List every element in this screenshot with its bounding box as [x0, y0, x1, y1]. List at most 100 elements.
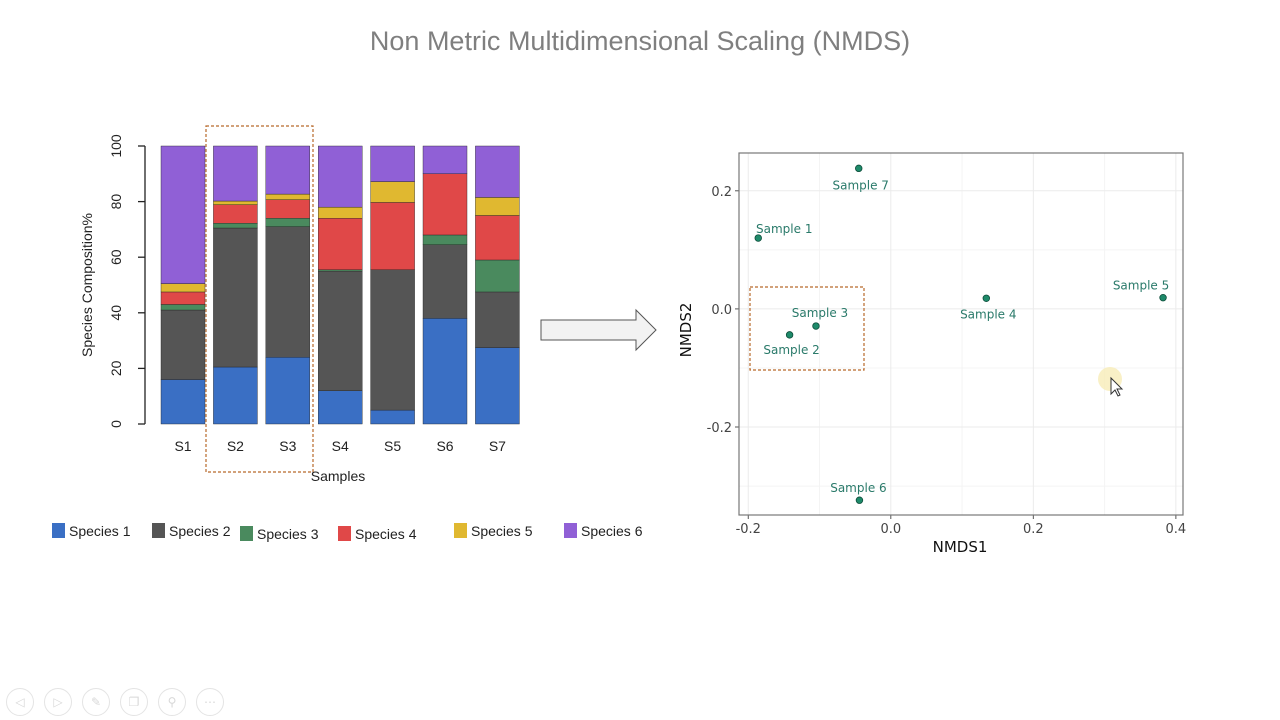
point-label: Sample 5 [1113, 279, 1169, 293]
bar-segment-species-1 [318, 390, 363, 425]
mouse-cursor-icon [1098, 367, 1124, 397]
bar-segment-species-2 [213, 227, 258, 368]
y-tick-label: -0.2 [707, 421, 732, 436]
legend-swatch [240, 526, 253, 541]
bar-segment-species-5 [318, 206, 363, 219]
x-tick-label: S7 [489, 438, 506, 454]
plot-background [739, 153, 1183, 515]
x-tick-label: S1 [174, 438, 191, 454]
point-label: Sample 2 [763, 343, 819, 357]
highlight-box [749, 286, 865, 371]
data-point [855, 164, 863, 173]
bar-segment-species-6 [213, 145, 258, 202]
bar-segment-species-1 [370, 409, 415, 425]
bar-segment-species-5 [265, 193, 310, 200]
bar-segment-species-4 [422, 173, 468, 236]
stacked-bar-chart: 0 20 40 60 80 100 Species Composition% S1 S2 S3 S4… [52, 125, 643, 542]
plot-border [738, 152, 1184, 516]
bar-segment-species-2 [422, 244, 468, 319]
point-label: Sample 1 [756, 222, 812, 236]
x-tick-label: -0.2 [736, 522, 761, 537]
bar-segment-species-6 [318, 145, 363, 208]
point-label: Sample 6 [830, 481, 886, 495]
next-icon[interactable]: ▷ [44, 688, 72, 716]
bar-segment-species-2 [475, 291, 520, 348]
y-tick-label: 80 [108, 194, 124, 210]
bar-segment-species-3 [213, 223, 258, 229]
bar-segment-species-3 [475, 259, 520, 293]
y-tick-label: 0.0 [711, 303, 732, 318]
bar-segment-species-1 [265, 357, 310, 425]
bar-segment-species-6 [370, 145, 415, 182]
x-tick-label: 0.2 [1023, 522, 1044, 537]
bar-segment-species-6 [475, 145, 520, 198]
bar-segment-species-3 [318, 269, 363, 272]
legend-swatch [52, 523, 65, 538]
legend-label: Species 4 [355, 526, 417, 542]
data-point [812, 322, 820, 330]
data-point [785, 331, 794, 339]
x-tick-label: S5 [384, 438, 401, 454]
data-point [754, 234, 762, 242]
right-arrow-icon [540, 308, 657, 352]
bar-segment-species-6 [422, 145, 468, 174]
bar-segment-species-4 [160, 291, 206, 305]
bar-segment-species-6 [265, 145, 310, 195]
x-tick-label: 0.4 [1166, 522, 1187, 537]
highlight-box [205, 125, 314, 473]
bar-segment-species-4 [265, 199, 310, 219]
point-label: Sample 7 [833, 178, 889, 192]
point-label: Sample 3 [792, 306, 848, 320]
bar-segment-species-2 [318, 270, 363, 391]
bar-segment-species-6 [160, 145, 206, 284]
bar-segment-species-2 [265, 226, 310, 358]
legend-label: Species 2 [169, 523, 231, 539]
y-tick-label: 100 [108, 134, 124, 158]
data-point [855, 496, 864, 504]
zoom-icon[interactable]: ⚲ [158, 688, 186, 716]
bar-segment-species-4 [475, 215, 520, 261]
y-tick-label: 20 [108, 360, 124, 376]
x-tick-label: S3 [279, 438, 296, 454]
y-axis-title: NMDS2 [677, 303, 695, 358]
y-tick-label: 0 [108, 420, 124, 428]
bar-segment-species-1 [160, 379, 206, 425]
bar-segment-species-4 [318, 218, 363, 270]
legend-swatch [454, 523, 467, 538]
x-tick-label: S2 [227, 438, 244, 454]
bar-segment-species-5 [213, 200, 258, 205]
bar-segment-species-1 [213, 366, 258, 425]
legend-swatch [152, 523, 165, 538]
bar-segment-species-1 [422, 318, 468, 425]
legend-swatch [338, 526, 351, 541]
x-axis-title: NMDS1 [933, 538, 988, 556]
pen-icon[interactable]: ✎ [82, 688, 110, 716]
x-axis-title: Samples [311, 468, 365, 484]
bar-segment-species-2 [160, 309, 206, 380]
y-tick-label: 40 [108, 305, 124, 321]
y-tick-label: 60 [108, 249, 124, 265]
data-point [1159, 293, 1167, 302]
point-label: Sample 4 [960, 307, 1016, 321]
previous-icon[interactable]: ◁ [6, 688, 34, 716]
y-tick-label: 0.2 [711, 185, 732, 200]
y-axis-title: Species Composition% [79, 213, 95, 357]
nmds-scatter-plot: -0.2 0.0 0.2 0.4 -0.2 0.0 0.2 NMDS1 NMDS2 Sample … [677, 152, 1187, 556]
more-icon[interactable]: ⋯ [196, 688, 224, 716]
slides-icon[interactable]: ❐ [120, 688, 148, 716]
legend-label: Species 3 [257, 526, 319, 542]
bar-segment-species-3 [422, 234, 468, 245]
legend-swatch [564, 523, 577, 538]
legend-label: Species 1 [69, 523, 131, 539]
bar-segment-species-3 [265, 218, 310, 227]
bar-segment-species-3 [160, 304, 206, 311]
legend-label: Species 6 [581, 523, 643, 539]
bar-segment-species-4 [370, 202, 415, 270]
bar-segment-species-5 [160, 283, 206, 293]
x-tick-label: 0.0 [880, 522, 901, 537]
legend-label: Species 5 [471, 523, 533, 539]
bar-segment-species-2 [370, 269, 415, 411]
bar-segment-species-1 [475, 347, 520, 425]
data-point [982, 294, 991, 302]
bar-segment-species-4 [213, 204, 258, 224]
